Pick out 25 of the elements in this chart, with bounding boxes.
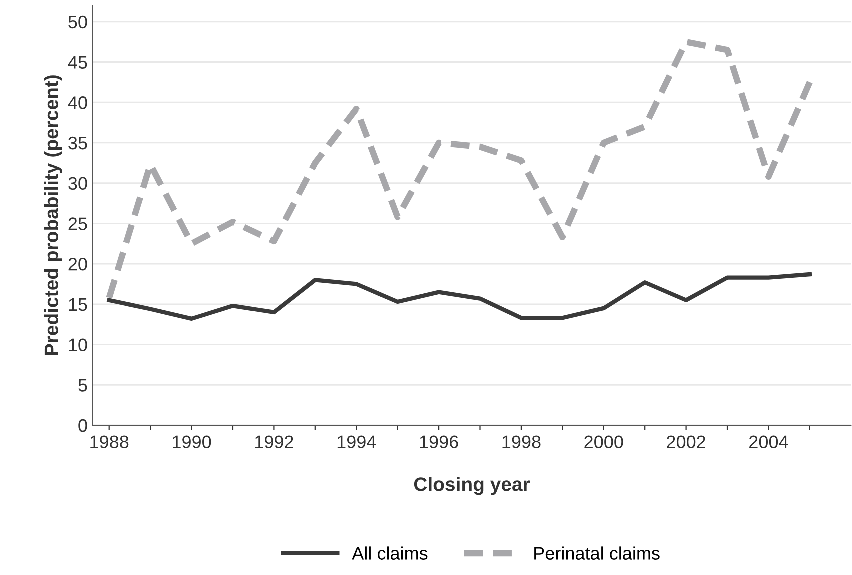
x-tick-label: 1994: [338, 436, 376, 448]
y-tick-label: 45: [68, 56, 88, 69]
y-tick-label: 30: [68, 177, 88, 190]
x-tick-label: 1992: [255, 436, 294, 448]
y-tick-label: 50: [68, 16, 88, 29]
y-tick-label: 15: [69, 298, 88, 312]
y-tick-label: 10: [69, 338, 88, 352]
x-tick-label: 2000: [584, 436, 624, 448]
x-tick-label: 1998: [502, 436, 541, 448]
x-tick-label: 1990: [173, 436, 212, 448]
y-tick-label: 25: [68, 218, 88, 230]
x-tick-label: 2002: [667, 436, 706, 448]
x-tick-label: 1996: [420, 436, 458, 448]
y-tick-label: 20: [68, 258, 88, 271]
y-axis-title: Predicted probability (percent): [44, 76, 62, 356]
x-axis-title: Closing year: [414, 477, 530, 496]
y-tick-label: 5: [78, 379, 88, 392]
x-tick-label: 1988: [90, 436, 129, 448]
y-tick-label: 40: [68, 96, 88, 110]
x-tick-label: 2004: [750, 436, 788, 448]
legend-label: Perinatal claims: [534, 546, 660, 560]
legend-label: All claims: [352, 546, 428, 560]
y-tick-label: 0: [78, 419, 88, 432]
y-tick-label: 35: [68, 136, 88, 150]
line-series: [107, 272, 812, 322]
